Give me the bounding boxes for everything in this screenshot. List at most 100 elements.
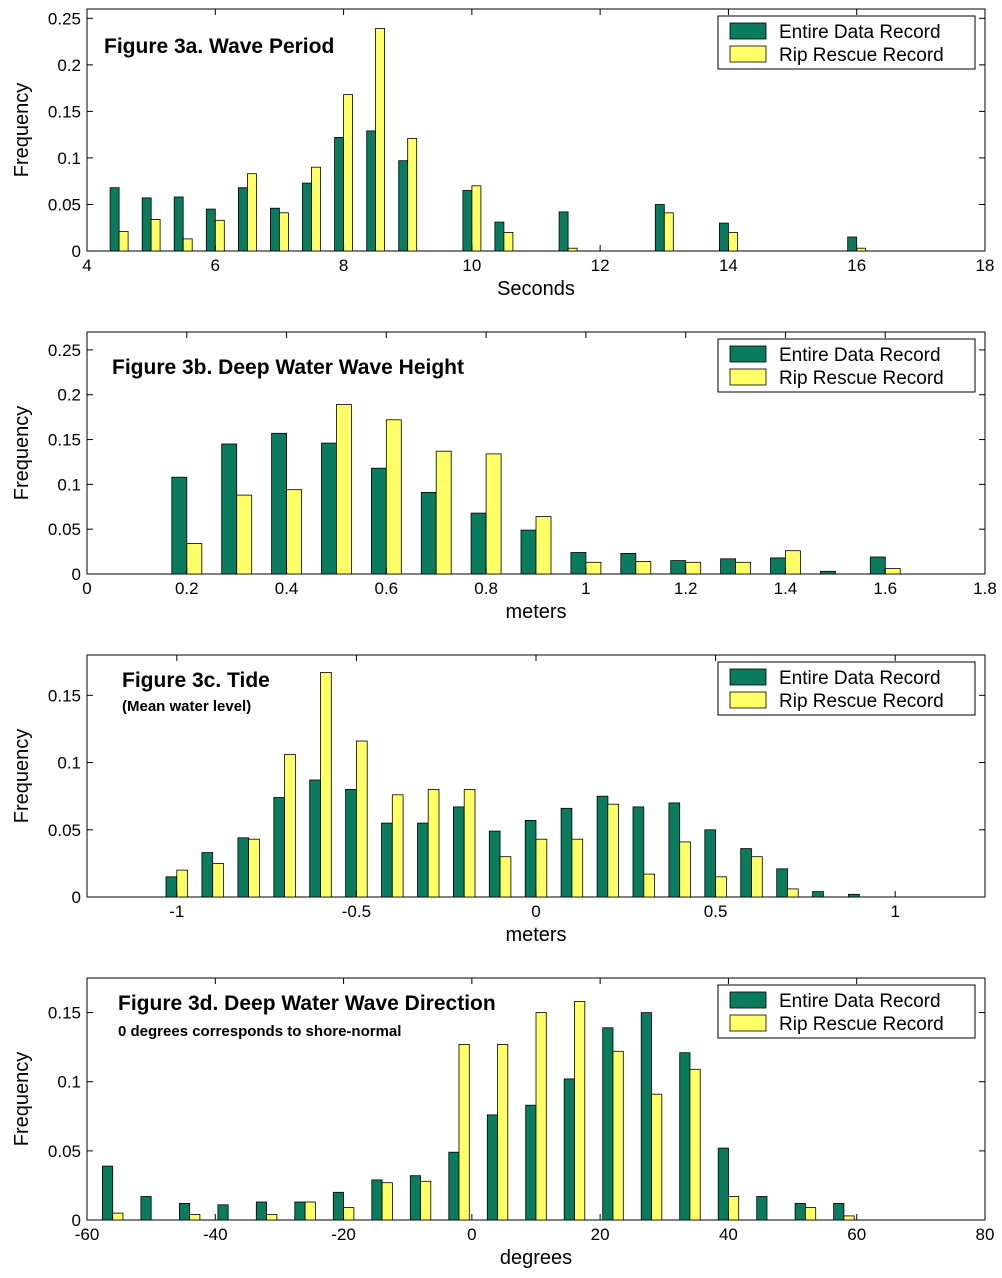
bar	[470, 512, 487, 575]
bar	[271, 432, 288, 575]
bar	[663, 212, 674, 252]
legend-swatch	[729, 45, 767, 63]
x-tick-label: 0.4	[275, 579, 299, 598]
bar	[112, 1212, 124, 1221]
y-tick-label: 0	[72, 1211, 81, 1230]
x-tick-label: 0	[531, 902, 540, 921]
bar	[102, 1165, 114, 1221]
panel-title: Figure 3c. Tide	[122, 669, 270, 692]
bar	[670, 560, 687, 575]
x-tick-label: 0.8	[474, 579, 498, 598]
x-tick-label: -0.5	[342, 902, 371, 921]
bar	[585, 561, 602, 575]
bar	[833, 1203, 845, 1221]
bar	[654, 204, 665, 252]
x-axis-label: meters	[505, 924, 566, 946]
bar	[237, 187, 248, 252]
x-tick-label: 1.2	[674, 579, 698, 598]
y-tick-label: 0.25	[48, 341, 81, 360]
y-tick-label: 0.2	[57, 386, 81, 405]
bar	[391, 794, 404, 898]
bar	[728, 1196, 740, 1221]
chart-panel-1: 4 6 8 10 12 14 16 18 0 0.05 0.1 0.15 0.2 0.25 Seconds F…	[11, 8, 995, 300]
bar	[856, 247, 867, 252]
y-tick-label: 0.15	[48, 1004, 81, 1023]
x-tick-label: 6	[211, 256, 220, 275]
series-rip-rescue-record	[176, 672, 799, 898]
x-tick-label: 18	[976, 256, 995, 275]
bar	[248, 838, 260, 898]
bar	[689, 1068, 701, 1221]
bar	[141, 197, 152, 252]
series-rip-rescue-record	[186, 404, 901, 575]
y-tick-label: 0.1	[57, 754, 81, 773]
bar	[343, 94, 354, 252]
x-axis-label: degrees	[500, 1247, 572, 1269]
bar	[463, 789, 476, 898]
legend-label: Rip Rescue Record	[779, 368, 944, 389]
y-axis-label: Frequency	[11, 1052, 33, 1147]
y-tick-label: 0	[72, 888, 81, 907]
bar	[118, 231, 129, 252]
bar	[612, 1050, 624, 1221]
legend-swatch	[729, 668, 767, 686]
legend-swatch	[729, 368, 767, 386]
bar	[704, 829, 716, 898]
legend-label: Rip Rescue Record	[779, 45, 944, 66]
bar	[632, 806, 645, 898]
bar	[171, 476, 188, 575]
bar	[304, 1201, 316, 1221]
bar	[420, 491, 437, 575]
bar	[635, 561, 652, 575]
bar	[150, 218, 161, 252]
x-tick-label: 0	[467, 1225, 476, 1244]
bar	[770, 557, 786, 575]
bar	[278, 212, 289, 252]
y-tick-label: 0.05	[48, 821, 81, 840]
bar	[381, 1182, 393, 1221]
bar	[417, 822, 429, 898]
bar	[269, 207, 280, 252]
bar	[607, 803, 619, 898]
series-rip-rescue-record	[118, 28, 867, 252]
bar	[255, 1201, 267, 1221]
panel-title: Figure 3a. Wave Period	[104, 35, 334, 58]
legend-swatch	[729, 1014, 767, 1032]
y-tick-label: 0.15	[48, 431, 81, 450]
y-tick-label: 0.15	[48, 102, 81, 121]
legend-swatch	[729, 22, 767, 40]
bar	[574, 1001, 586, 1221]
bar	[452, 806, 465, 898]
bar	[332, 1191, 344, 1221]
bar	[735, 561, 751, 575]
bar	[679, 841, 691, 898]
bar	[785, 550, 801, 575]
bar	[182, 238, 193, 252]
y-tick-label: 0.05	[48, 195, 81, 214]
bar	[685, 561, 702, 575]
bar	[409, 1175, 421, 1221]
x-tick-label: 1	[581, 579, 590, 598]
bar	[794, 1203, 806, 1221]
bar	[236, 494, 253, 575]
bar	[535, 838, 548, 898]
bar	[884, 568, 901, 575]
x-tick-label: 1.6	[873, 579, 897, 598]
bar	[375, 28, 386, 252]
bar	[420, 1180, 432, 1221]
chart-panel-2: 0 0.2 0.4 0.6 0.8 1 1.2 1.4 1.6 1.8 0 0.05 0.1 0.15 0.…	[11, 331, 997, 623]
bar	[186, 543, 203, 575]
bar	[843, 1215, 855, 1221]
bar	[407, 137, 418, 252]
bar	[668, 802, 681, 898]
x-tick-label: 0.5	[704, 902, 728, 921]
x-axis-label: Seconds	[497, 278, 575, 300]
x-tick-label: 8	[339, 256, 348, 275]
bar	[596, 795, 609, 898]
bar	[427, 789, 440, 898]
bar	[520, 529, 537, 575]
x-tick-label: 40	[719, 1225, 738, 1244]
x-tick-label: -40	[203, 1225, 228, 1244]
